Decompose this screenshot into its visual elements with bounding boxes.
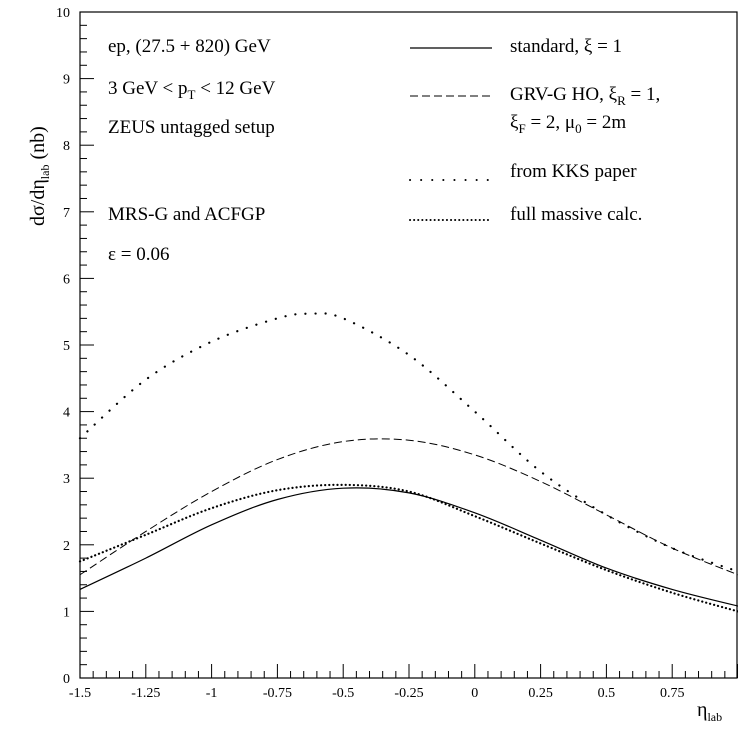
legend-label-standard: standard, ξ = 1 [510,36,622,57]
y-tick-label: 5 [63,339,70,354]
axes [79,11,738,679]
y-tick-label: 7 [63,206,70,221]
x-tick-label: -1.5 [69,686,91,701]
curve-standard [79,487,738,607]
x-tick-label: -0.5 [332,686,354,701]
curve-massive [78,483,738,613]
y-axis-ticks: 0 1 2 3 4 5 6 7 8 9 10 [56,6,94,687]
x-tick-label: 0.25 [528,686,553,701]
annotation-setup: ZEUS untagged setup [108,117,275,138]
y-tick-label: 0 [63,672,70,687]
y-tick-label: 3 [63,472,70,487]
annotation-collision: ep, (27.5 + 820) GeV [108,36,271,57]
x-axis-title: ηlab [697,699,722,724]
x-tick-label: 0.5 [598,686,616,701]
y-tick-label: 4 [63,406,70,421]
x-tick-label: -0.25 [394,686,423,701]
y-tick-label: 2 [63,539,70,554]
x-tick-label: -1.25 [131,686,160,701]
legend-label-massive: full massive calc. [510,204,642,225]
x-tick-label: 0 [471,686,478,701]
y-tick-label: 8 [63,139,70,154]
legend-label-grv: GRV-G HO, ξR = 1, ξF = 2, μ0 = 2m [510,84,665,136]
y-tick-label: 9 [63,73,70,88]
curves [78,312,738,613]
annotation-pt-range: 3 GeV < pT < 12 GeV [108,78,276,102]
y-tick-label: 6 [63,272,70,287]
annotation-pdf: MRS-G and ACFGP [108,204,265,225]
annotation-epsilon: ε = 0.06 [108,244,169,265]
y-axis-title: dσ/dηlab (nb) [27,126,52,226]
curve-grv [79,438,738,576]
curve-kks [78,312,738,573]
y-tick-label: 10 [56,6,70,21]
legend-label-kks: from KKS paper [510,161,637,182]
x-tick-label: -1 [206,686,218,701]
legend: standard, ξ = 1 GRV-G HO, ξR = 1, ξF = 2… [409,36,665,225]
x-tick-label: -0.75 [263,686,292,701]
x-axis-ticks: -1.5 -1.25 -1 -0.75 -0.5 -0.25 0 0.25 0.5 0.75 [69,664,738,701]
x-tick-label: 0.75 [660,686,685,701]
y-tick-label: 1 [63,605,70,620]
plot-frame [79,11,738,679]
